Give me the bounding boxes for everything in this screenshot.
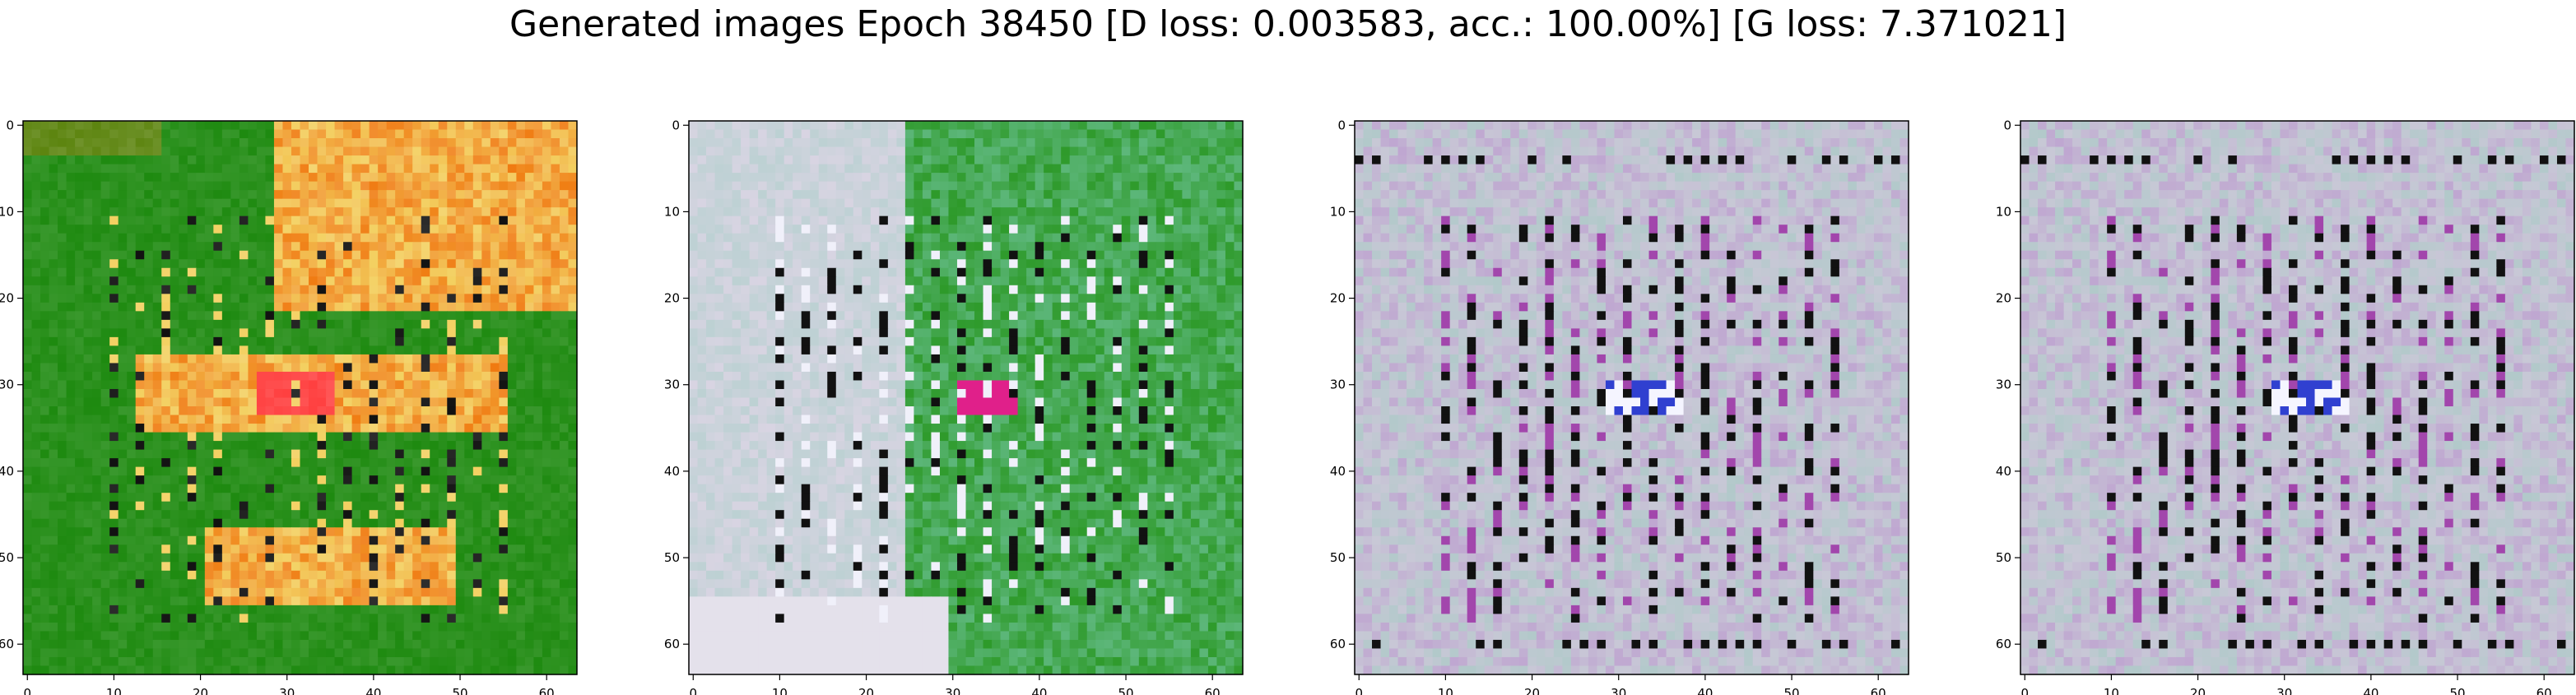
figure-title: Generated images Epoch 38450 [D loss: 0.…	[509, 3, 2067, 45]
panel-3: 0 10 20 30 40 50 60 0 10 20 30 40 50 60	[1330, 118, 1909, 695]
x-tick-label: 0	[1355, 686, 1363, 695]
y-tick-label: 40	[1996, 464, 2011, 479]
panel-2: 0 10 20 30 40 50 60 0 10 20 30 40 50 60	[664, 118, 1244, 695]
y-tick-label: 30	[1996, 378, 2011, 392]
y-tick-label: 40	[0, 464, 14, 479]
x-tick-label: 50	[1118, 686, 1133, 695]
y-tick-label: 10	[1330, 204, 1346, 219]
x-tick-label: 20	[858, 686, 874, 695]
x-tick-label: 50	[1783, 686, 1799, 695]
x-tick-label: 0	[689, 686, 697, 695]
panel-3-frame	[1354, 120, 1909, 675]
y-tick-label: 50	[664, 550, 680, 565]
y-tick-label: 30	[1330, 378, 1346, 392]
y-tick-label: 60	[664, 637, 680, 651]
x-tick-label: 0	[23, 686, 31, 695]
panel-2-image	[689, 121, 1244, 675]
x-tick-label: 30	[279, 686, 295, 695]
panel-4-image	[2020, 121, 2575, 675]
x-tick-label: 10	[772, 686, 788, 695]
panel-1: 0 10 20 30 40 50 60 0 10 20 30 40 50 60	[0, 118, 578, 695]
x-tick-label: 20	[193, 686, 208, 695]
y-tick-label: 50	[0, 550, 14, 565]
y-tick-label: 60	[0, 637, 14, 651]
x-tick-label: 60	[1205, 686, 1221, 695]
y-tick-label: 40	[1330, 464, 1346, 479]
x-tick-label: 60	[2536, 686, 2552, 695]
y-tick-label: 0	[1337, 118, 1346, 132]
y-tick-label: 20	[0, 291, 14, 306]
y-tick-label: 60	[1996, 637, 2011, 651]
x-tick-label: 10	[1438, 686, 1453, 695]
x-tick-label: 20	[1524, 686, 1540, 695]
y-tick-label: 30	[0, 378, 14, 392]
panel-4-frame	[2020, 120, 2575, 675]
x-tick-label: 50	[452, 686, 467, 695]
panel-3-image	[1355, 121, 1909, 675]
x-tick-label: 40	[2363, 686, 2378, 695]
x-tick-label: 30	[945, 686, 960, 695]
x-tick-label: 60	[539, 686, 555, 695]
y-tick-label: 10	[0, 204, 14, 219]
x-tick-label: 30	[2276, 686, 2292, 695]
x-tick-label: 40	[365, 686, 381, 695]
panel-4: 0 10 20 30 40 50 60 0 10 20 30 40 50 60	[1996, 118, 2575, 695]
y-tick-label: 60	[1330, 637, 1346, 651]
y-tick-label: 0	[6, 118, 14, 132]
x-tick-label: 40	[1031, 686, 1047, 695]
y-tick-label: 50	[1996, 550, 2011, 565]
x-tick-label: 0	[2020, 686, 2029, 695]
x-tick-label: 30	[1611, 686, 1626, 695]
y-tick-label: 0	[2003, 118, 2011, 132]
y-tick-label: 20	[1330, 291, 1346, 306]
y-tick-label: 20	[664, 291, 680, 306]
panel-2-frame	[688, 120, 1244, 675]
y-tick-label: 50	[1330, 550, 1346, 565]
y-tick-label: 40	[664, 464, 680, 479]
x-tick-label: 10	[106, 686, 122, 695]
x-tick-label: 60	[1871, 686, 1886, 695]
panel-1-frame	[22, 120, 578, 675]
y-tick-label: 10	[664, 204, 680, 219]
y-tick-label: 20	[1996, 291, 2011, 306]
x-tick-label: 50	[2449, 686, 2465, 695]
y-tick-label: 30	[664, 378, 680, 392]
x-tick-label: 20	[2190, 686, 2206, 695]
x-tick-label: 40	[1697, 686, 1713, 695]
x-tick-label: 10	[2104, 686, 2119, 695]
panel-1-image	[23, 121, 578, 675]
y-tick-label: 10	[1996, 204, 2011, 219]
y-tick-label: 0	[672, 118, 680, 132]
